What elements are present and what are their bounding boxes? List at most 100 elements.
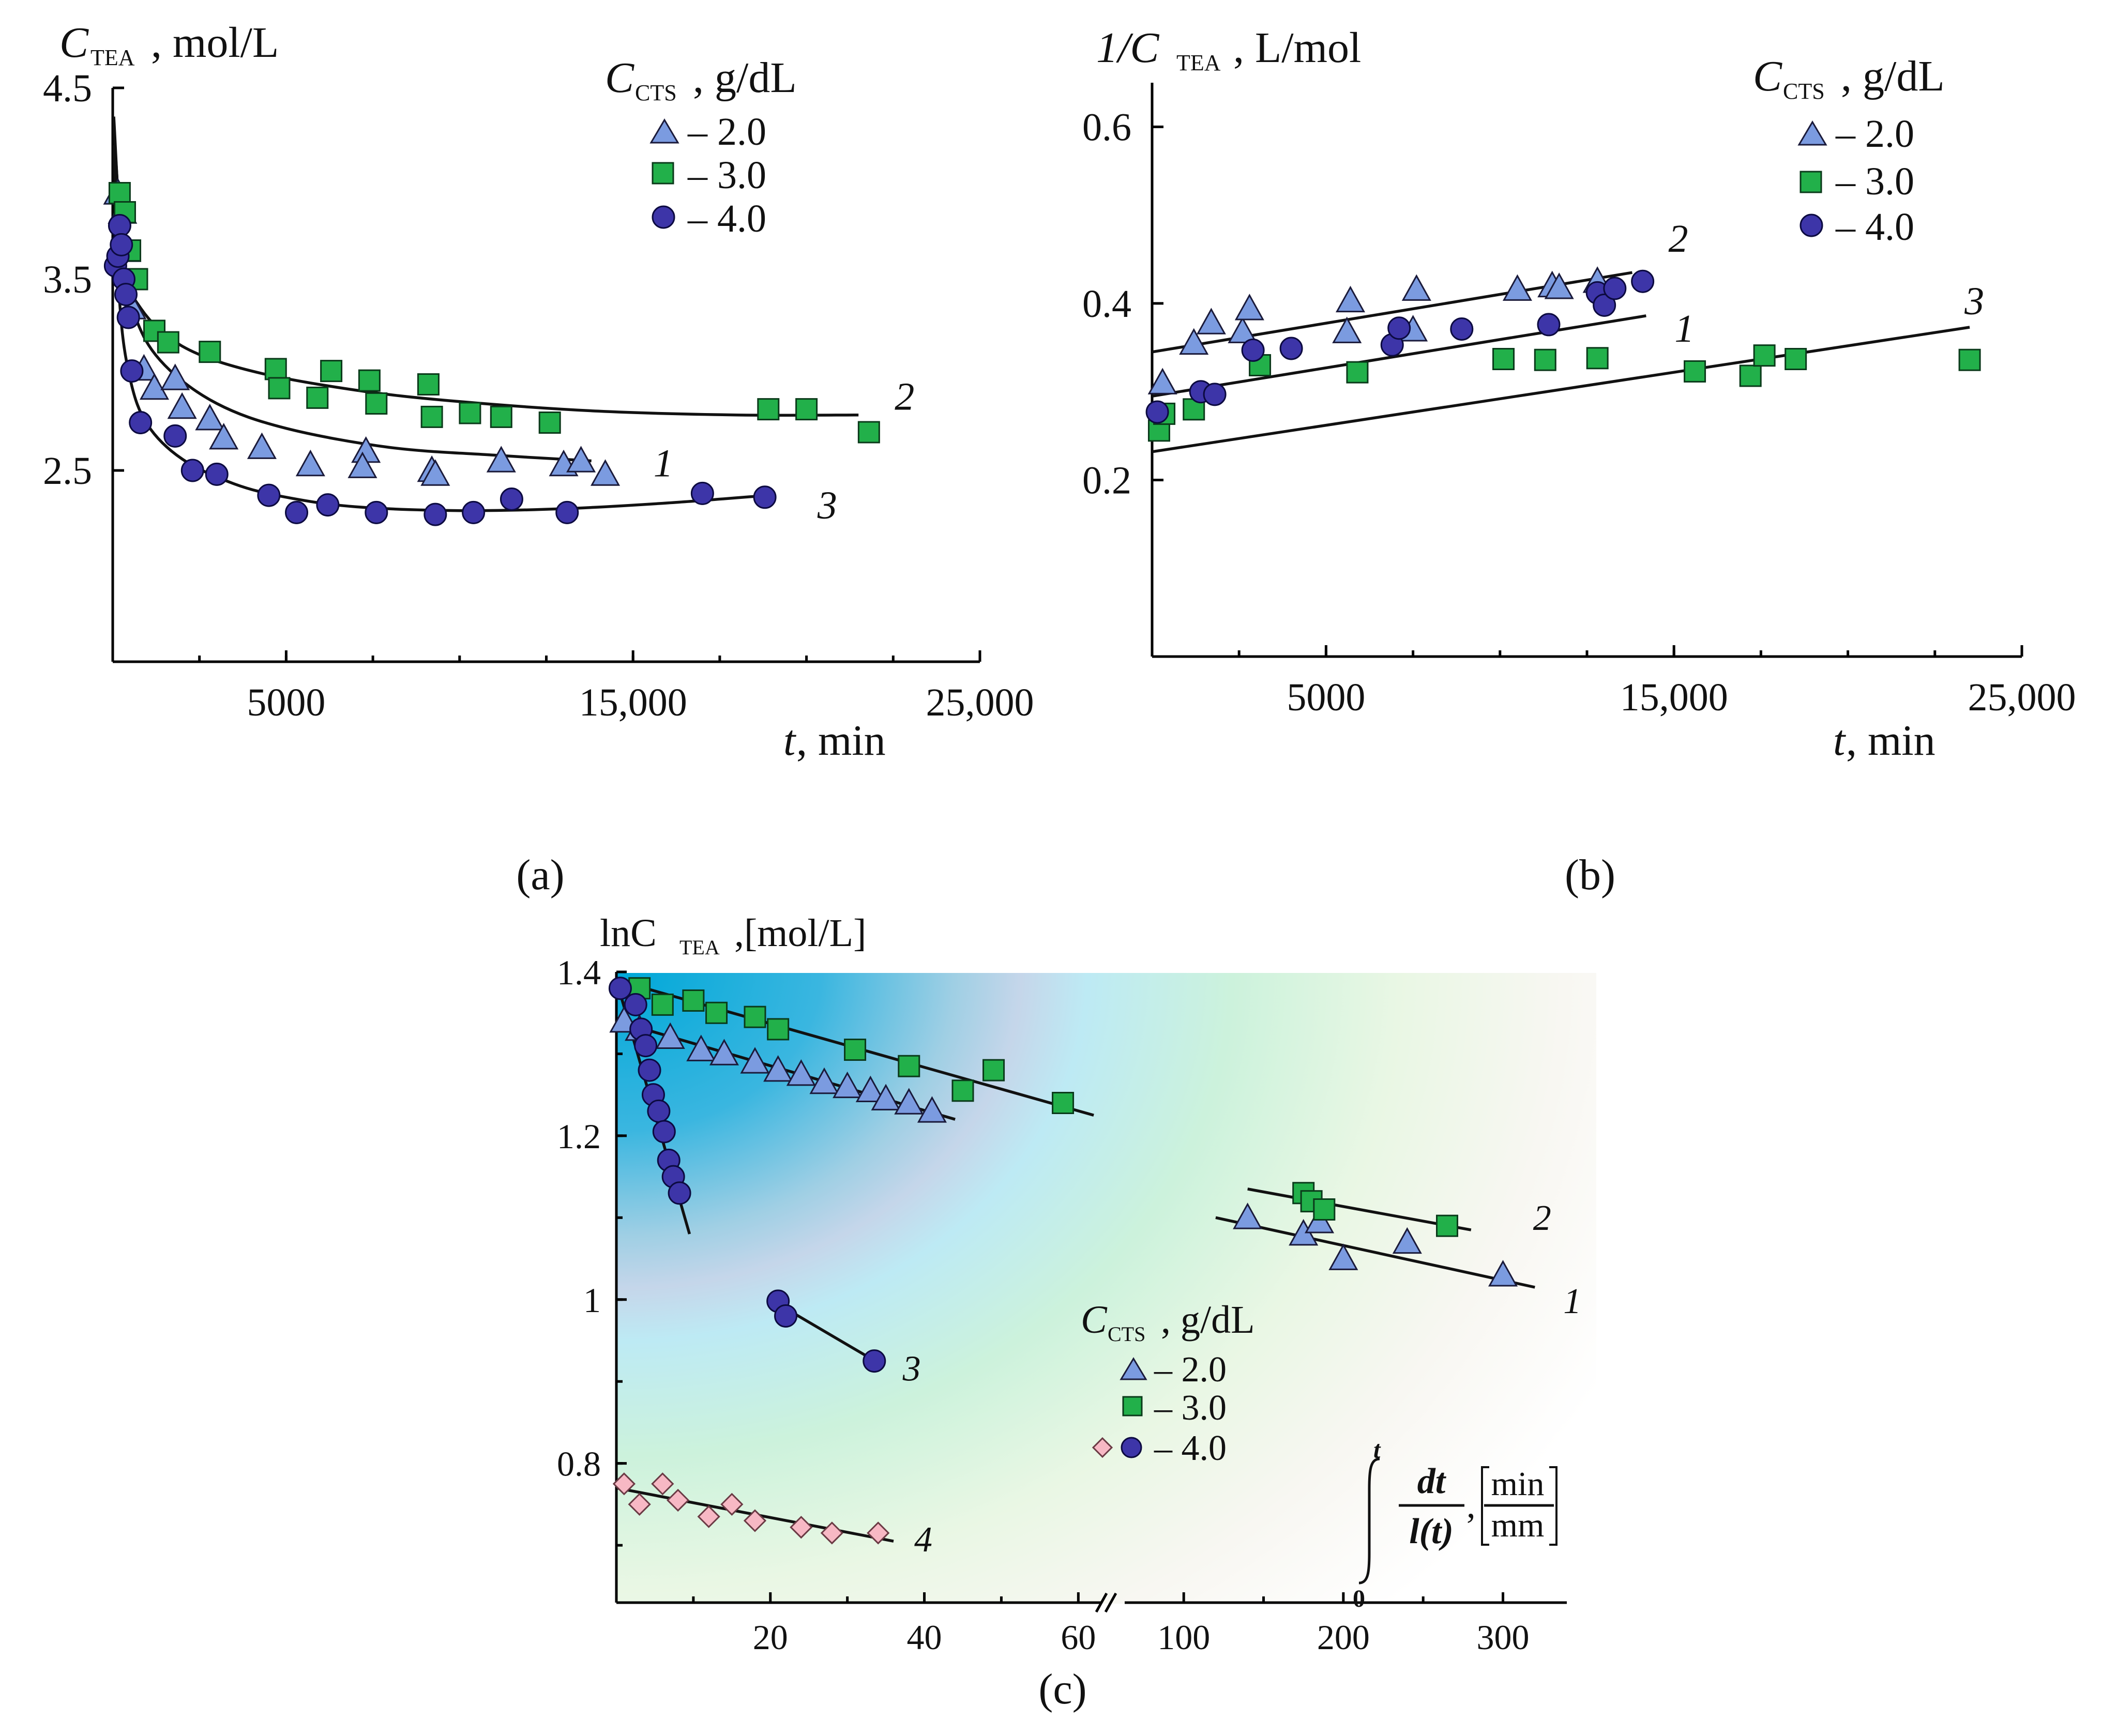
panel-c-point-square	[898, 1055, 920, 1077]
panel-a-point-circle	[120, 359, 144, 383]
panel-c-point-circle	[647, 1099, 671, 1123]
panel-b-ylabel: 1/C TEA , L/mol	[1096, 24, 1361, 75]
panel-a-xlabel: t , min	[783, 717, 886, 765]
panel-c-legend-label-4: – 4.0	[1154, 1428, 1227, 1468]
panel-c-point-diamond	[666, 1488, 690, 1512]
panel-b-point-square	[1492, 348, 1515, 371]
panel-c-point-square	[651, 993, 674, 1016]
panel-a-legend-title-sub: CTS	[635, 80, 677, 105]
panel-a-legend-label-3: – 3.0	[687, 154, 766, 197]
panel-a-axes: 2.5 3.5 4.5 5000 15,000 25,000	[43, 67, 1034, 724]
panel-b-point-triangle	[1179, 328, 1209, 355]
panel-b-fit-curve-3	[1152, 326, 1970, 453]
panel-c-point-triangle	[855, 1075, 885, 1103]
panel-a-point-circle	[365, 500, 388, 524]
panel-b-point-circle	[1279, 337, 1303, 360]
panel-a-point-circle	[424, 502, 447, 526]
panel-a-point-square	[459, 402, 481, 424]
panel-a-y-tick-label: 4.5	[43, 67, 92, 110]
panel-a-point-circle	[285, 500, 309, 524]
panel-c-xlabel-bracket-right	[1549, 1466, 1557, 1546]
panel-a-points	[103, 178, 880, 526]
panel-a-point-square	[320, 360, 343, 383]
panel-c-legend-label-2: – 2.0	[1154, 1350, 1227, 1390]
panel-c-label: (c)	[1038, 1665, 1086, 1713]
panel-c-point-triangle	[1328, 1243, 1358, 1270]
panel-c-point-square	[705, 1001, 728, 1024]
panel-a-point-square	[420, 405, 443, 428]
panel-b-x-tick-label: 25,000	[1968, 676, 2076, 719]
panel-a-xlabel-unit: , min	[796, 717, 886, 765]
panel-c-ylabel: lnC TEA ,[mol/L]	[600, 911, 866, 959]
panel-a-point-circle	[114, 283, 138, 307]
panel-b-point-circle	[1593, 293, 1616, 317]
panel-b-legend-label-4: – 4.0	[1835, 205, 1914, 249]
panel-c-point-diamond	[720, 1493, 744, 1516]
panel-c-point-square	[951, 1079, 974, 1102]
panel-c-x-tick-label: 100	[1157, 1618, 1210, 1657]
panel-b-point-square	[1785, 348, 1807, 371]
panel-c-point-circle	[652, 1120, 676, 1144]
panel-c-xlabel-integral-sign	[1358, 1457, 1380, 1585]
panel-a-fit-curves: 1 2 3	[112, 116, 914, 527]
panel-a-xlabel-var: t	[783, 717, 797, 765]
panel-c-point-triangle	[871, 1084, 901, 1110]
panel-a-point-square	[358, 369, 381, 392]
panel-b-point-circle	[1537, 313, 1561, 337]
panel-c-xlabel: t 0 dt l(t) , min mm	[1353, 1436, 1557, 1612]
panel-a-legend: C CTS , g/dL – 2.0 – 3.0 – 4.0	[605, 54, 797, 240]
panel-a-point-triangle	[566, 446, 596, 473]
panel-a-point-triangle	[295, 449, 325, 477]
panel-b-ylabel-sub: TEA	[1176, 50, 1221, 75]
panel-b-point-square	[1534, 348, 1556, 371]
panel-b: 1/C TEA , L/mol 0.2 0.4 0.6 5000 15,000 25,00…	[1082, 24, 2076, 899]
panel-c-point-triangle	[786, 1059, 816, 1086]
panel-b-point-square	[1586, 347, 1609, 370]
panel-b-point-circle	[1203, 383, 1227, 406]
panel-a-x-tick-label: 15,000	[579, 681, 687, 724]
panel-c-point-circle	[624, 993, 647, 1016]
panel-c-point-square	[767, 1018, 790, 1041]
panel-c-point-triangle	[763, 1055, 793, 1082]
panel-b-legend-marker-circle	[1800, 214, 1823, 237]
panel-a-legend-label-2: – 2.0	[687, 110, 766, 154]
panel-a-point-circle	[163, 424, 187, 448]
panel-b-ylabel-unit: , L/mol	[1233, 24, 1361, 72]
panel-c-x-tick-label: 200	[1317, 1618, 1370, 1657]
panel-b-point-circle	[1241, 338, 1265, 362]
panel-a-point-triangle	[167, 392, 197, 419]
panel-c-xlabel-lower: 0	[1353, 1585, 1365, 1612]
panel-b-point-square	[1684, 360, 1706, 383]
panel-a-legend-label-4: – 4.0	[687, 197, 766, 240]
panel-c-xlabel-den: l(t)	[1409, 1512, 1454, 1551]
panel-a-point-square	[795, 398, 818, 421]
panel-c-legend: C CTS , g/dL – 2.0 – 3.0 – 4.0	[1081, 1298, 1255, 1468]
panel-c-point-diamond	[820, 1521, 844, 1545]
panel-c-point-square	[982, 1059, 1005, 1082]
panel-a-point-circle	[257, 483, 281, 507]
panel-c-x-tick-label: 300	[1477, 1618, 1530, 1657]
panel-b-point-circle	[1450, 317, 1474, 341]
panel-c-point-triangle	[686, 1034, 716, 1061]
panel-a-point-square	[490, 405, 512, 428]
panel-c-line-label-3: 3	[902, 1349, 921, 1389]
panel-a-curve-label-2: 2	[895, 375, 914, 419]
panel-c-point-diamond	[743, 1509, 767, 1532]
panel-c-legend-marker-square	[1122, 1396, 1143, 1417]
panel-b-point-triangle	[1234, 294, 1264, 321]
panel-b-points	[1145, 266, 1981, 442]
panel-c-point-triangle	[655, 1022, 685, 1049]
panel-a-curve-label-1: 1	[654, 442, 673, 485]
panel-b-point-circle	[1145, 400, 1169, 424]
panel-a-point-circle	[500, 488, 523, 511]
panel-b-curve-label-3: 3	[1964, 280, 1984, 323]
panel-a-legend-marker-triangle	[649, 118, 679, 144]
panel-b-point-triangle	[1502, 274, 1532, 301]
panel-a-x-tick-label: 5000	[247, 681, 325, 724]
panel-a-point-square	[757, 398, 780, 421]
panel-a-point-circle	[110, 233, 133, 256]
panel-c-xlabel-num: dt	[1417, 1461, 1447, 1501]
panel-c-legend-marker-circle	[1121, 1437, 1142, 1458]
